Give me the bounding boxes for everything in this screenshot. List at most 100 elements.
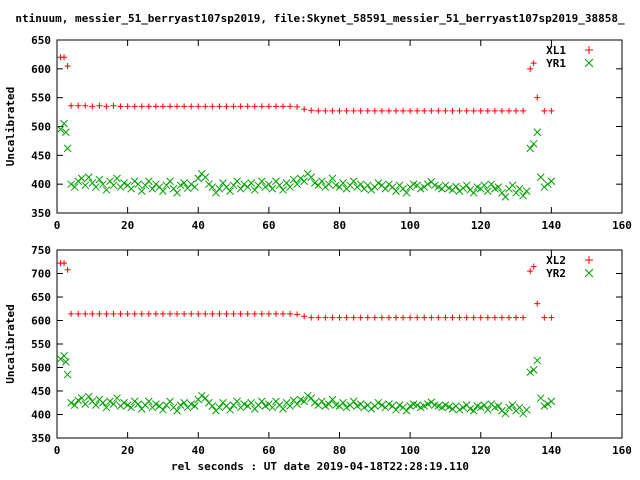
data-point	[145, 310, 152, 317]
data-point	[520, 314, 527, 321]
data-point	[251, 103, 258, 110]
data-point	[176, 401, 185, 409]
data-point	[130, 397, 139, 406]
data-point	[61, 358, 70, 366]
data-point	[190, 183, 199, 191]
data-point	[124, 310, 131, 317]
data-point	[494, 183, 503, 191]
data-point	[287, 103, 294, 110]
x-tick-label: 60	[262, 219, 275, 232]
data-point	[350, 314, 357, 321]
data-point	[197, 391, 206, 400]
data-point	[70, 401, 79, 409]
data-point	[395, 401, 404, 409]
x-tick-label: 0	[54, 219, 61, 232]
data-point	[272, 103, 279, 110]
data-point	[378, 401, 386, 409]
data-point	[124, 103, 131, 110]
data-point	[137, 187, 146, 195]
x-tick-label: 160	[612, 444, 632, 457]
data-point	[520, 107, 527, 114]
data-point	[244, 103, 251, 110]
data-point	[342, 403, 351, 412]
data-point	[402, 406, 411, 415]
data-point	[127, 184, 136, 193]
data-point	[202, 103, 209, 110]
data-point	[374, 398, 383, 407]
data-point	[484, 314, 491, 321]
data-point	[301, 106, 308, 113]
data-point	[506, 107, 512, 114]
data-point	[233, 397, 241, 406]
data-point	[321, 402, 330, 410]
data-point	[95, 175, 104, 184]
data-point	[257, 177, 266, 186]
legend-label: XL1	[546, 44, 566, 57]
plot-panel-1: 350 400 450 500 550 600 650 0 20 40 60 80 100 120 140 1…	[4, 34, 632, 232]
x-axis-label: rel seconds : UT date 2019-04-18T22:28:1…	[170, 460, 469, 473]
data-point	[303, 391, 312, 400]
data-point	[134, 180, 143, 189]
data-point	[543, 400, 552, 409]
data-point	[339, 398, 347, 407]
data-point	[470, 314, 477, 321]
x-tick-label: 20	[121, 444, 134, 457]
x-tick-label: 20	[121, 219, 134, 232]
y-tick-label: 750	[31, 244, 51, 257]
x-tick-label: 80	[333, 219, 346, 232]
data-point	[353, 402, 362, 410]
data-point	[477, 314, 484, 321]
data-point	[307, 394, 316, 402]
y-tick-label: 700	[31, 268, 51, 281]
x-tick-label: 0	[54, 444, 61, 457]
data-point	[96, 102, 103, 109]
data-point	[261, 402, 270, 410]
data-point	[265, 180, 273, 189]
data-point	[400, 107, 407, 114]
data-point	[60, 351, 68, 360]
data-point	[501, 409, 510, 418]
data-point	[336, 107, 343, 114]
data-point	[176, 181, 185, 190]
data-point	[138, 103, 145, 110]
data-point	[230, 103, 237, 110]
data-point	[435, 107, 442, 114]
data-point	[300, 397, 309, 406]
data-point	[428, 107, 435, 114]
series-xl2	[57, 260, 555, 321]
data-point	[131, 310, 138, 317]
data-point	[456, 107, 463, 114]
data-point	[188, 310, 195, 317]
data-point	[308, 314, 315, 321]
series-yr1	[56, 119, 556, 201]
data-point	[508, 401, 517, 409]
y-tick-label: 550	[31, 338, 51, 351]
data-point	[367, 405, 376, 413]
x-tick-label: 120	[471, 444, 491, 457]
data-point	[240, 400, 249, 409]
data-point	[215, 184, 224, 193]
data-point	[280, 310, 286, 317]
data-point	[265, 310, 272, 317]
data-point	[103, 310, 110, 317]
data-point	[315, 314, 322, 321]
data-point	[364, 314, 371, 321]
data-point	[96, 310, 103, 317]
data-point	[414, 314, 421, 321]
data-point	[385, 107, 392, 114]
data-point	[223, 310, 230, 317]
data-point	[77, 174, 86, 183]
data-point	[159, 310, 166, 317]
data-point	[325, 400, 333, 409]
y-axis-label: Uncalibrated	[4, 87, 17, 166]
data-point	[257, 397, 266, 406]
data-point	[159, 187, 167, 195]
data-point	[109, 181, 118, 190]
data-point	[484, 107, 491, 114]
data-point	[530, 263, 537, 270]
data-point	[360, 403, 369, 412]
data-point	[208, 402, 217, 410]
data-point	[541, 314, 548, 321]
data-point	[237, 310, 244, 317]
data-point	[134, 400, 143, 409]
